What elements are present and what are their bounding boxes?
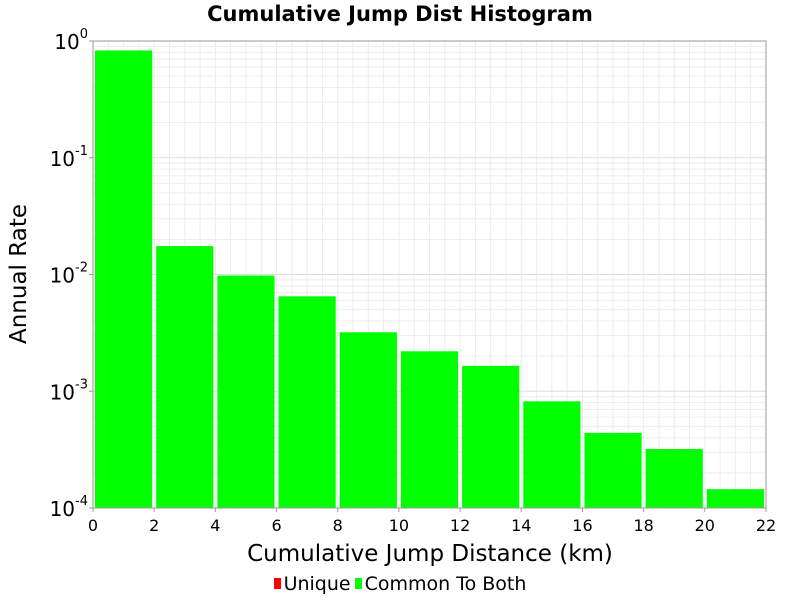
bar [156,246,214,508]
y-tick-label: 10-3 [50,377,88,404]
legend-swatch-unique [273,578,281,589]
x-tick-label: 12 [450,516,470,535]
bar [339,332,397,508]
bar [645,449,703,508]
x-axis: 0 2 4 6 8 10 12 14 16 18 20 22 [88,508,776,535]
x-tick-label: 20 [695,516,715,535]
y-tick-label: 10-2 [50,261,88,288]
bar [584,432,642,508]
x-tick-label: 4 [210,516,220,535]
bar [217,275,275,508]
y-tick-label: 100 [54,27,88,54]
legend-swatch-common [354,578,362,589]
chart-title: Cumulative Jump Dist Histogram [207,2,593,26]
x-tick-label: 14 [511,516,531,535]
x-tick-label: 22 [756,516,776,535]
bar [400,351,459,508]
x-tick-label: 0 [88,516,98,535]
y-axis-label: Annual Rate [6,204,32,344]
bars-layer [95,50,764,508]
legend-label-common: Common To Both [364,573,527,595]
y-tick-label: 10-1 [50,144,88,171]
x-tick-label: 6 [271,516,281,535]
bar [278,296,336,508]
bar [95,50,153,508]
y-axis: 10-4 10-3 10-2 10-1 100 [50,27,93,521]
legend-item-common: Common To Both [354,573,527,595]
y-tick-label: 10-4 [50,494,88,521]
x-tick-label: 8 [333,516,343,535]
x-axis-label: Cumulative Jump Distance (km) [247,541,613,567]
legend-label-unique: Unique [283,573,351,595]
legend: Unique Common To Both [0,573,800,595]
x-tick-label: 10 [389,516,409,535]
legend-item-unique: Unique [273,573,351,595]
bar [706,489,764,508]
x-tick-label: 16 [572,516,592,535]
bar [462,365,520,508]
bar [523,401,581,508]
x-tick-label: 2 [149,516,159,535]
x-tick-label: 18 [633,516,653,535]
